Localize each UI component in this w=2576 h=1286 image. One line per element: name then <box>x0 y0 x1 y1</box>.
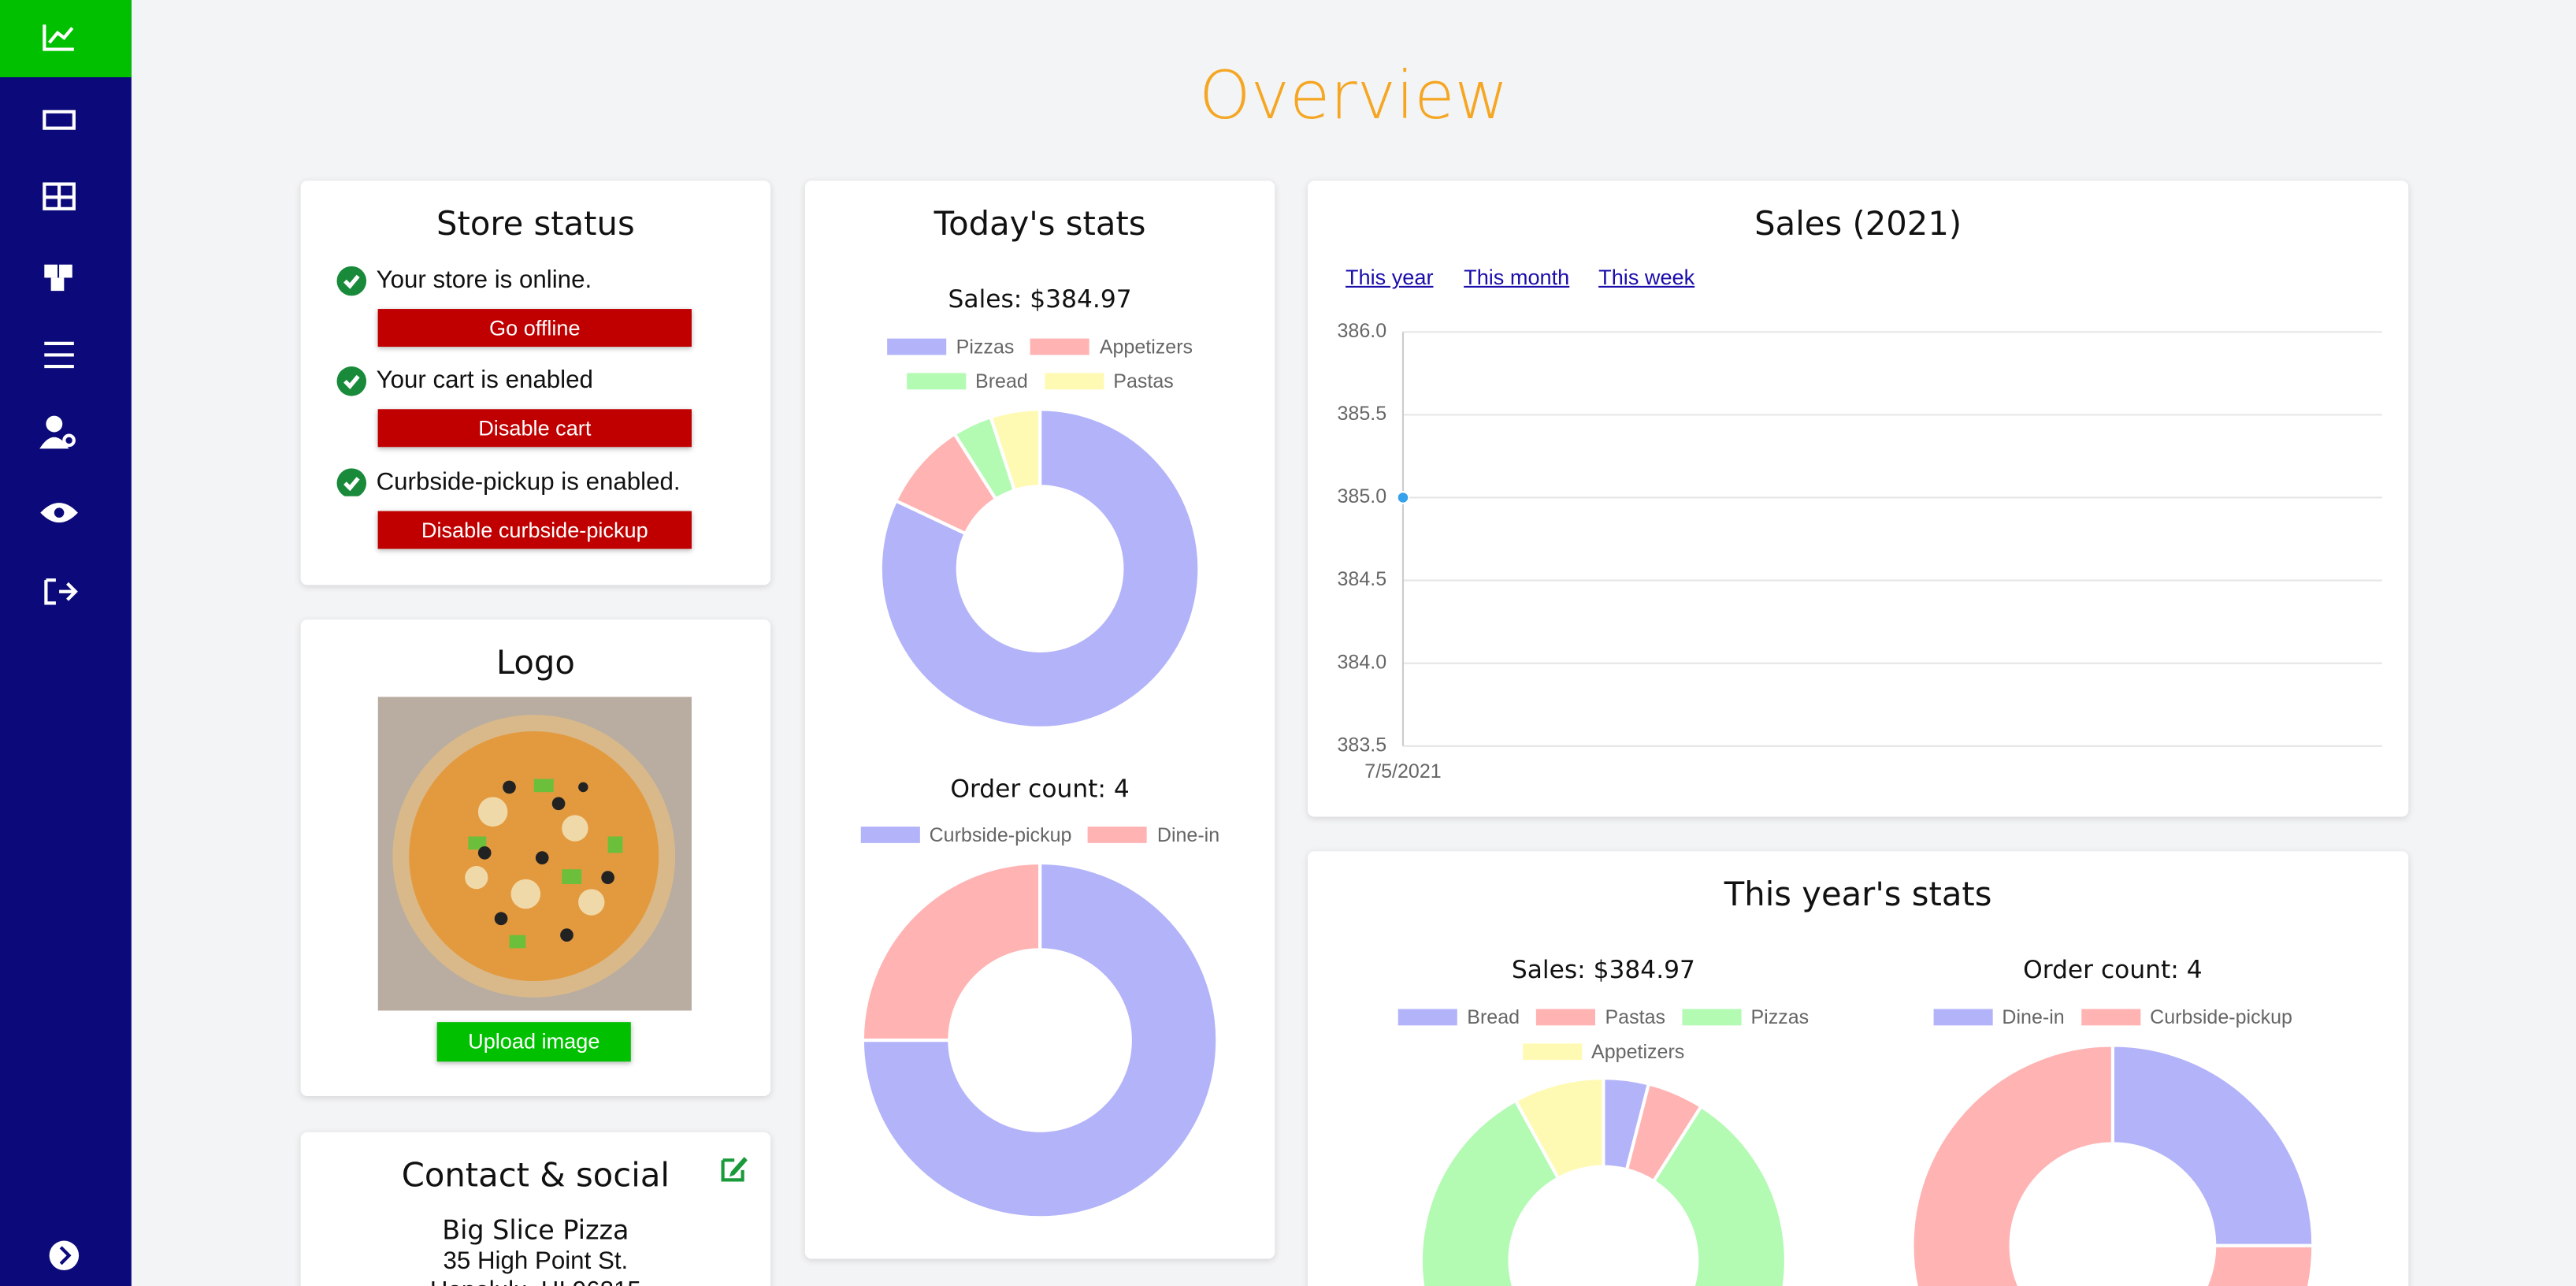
page-title: Overview <box>1199 59 1509 136</box>
chart-title: Order count: 4 <box>950 774 1130 804</box>
legend: Curbside-pickup Dine-in <box>834 816 1245 851</box>
y-tick-label: 384.0 <box>1338 651 1387 673</box>
legend-swatch <box>887 337 947 355</box>
legend-swatch <box>906 372 966 389</box>
sidebar-active <box>0 0 132 78</box>
x-tick-label: 7/5/2021 <box>1364 760 1441 782</box>
button[interactable]: Go offline <box>377 309 692 348</box>
card-title: Contact & social <box>401 1155 670 1195</box>
card-title: Store status <box>436 203 635 243</box>
legend-swatch <box>1397 1008 1457 1025</box>
legend-label: Appetizers <box>1099 334 1193 358</box>
legend-swatch <box>859 825 920 842</box>
icon-register[interactable] <box>43 110 76 130</box>
legend-item: Pizzas <box>887 329 1014 363</box>
legend-swatch <box>1522 1043 1582 1060</box>
logo-image <box>377 697 692 1011</box>
legend-swatch <box>2080 1008 2140 1025</box>
legend-item: Dine-in <box>1088 816 1219 851</box>
legend-swatch <box>1932 1008 1992 1025</box>
legend-label: Dine-in <box>2002 1005 2065 1028</box>
status-text: Your cart is enabled <box>376 366 593 395</box>
legend-label: Pizzas <box>1750 1005 1810 1028</box>
doughnut-slice <box>860 860 1219 1220</box>
legend-item: Dine-in <box>1932 999 2065 1034</box>
button[interactable]: Upload image <box>436 1022 631 1062</box>
legend-label: Pastas <box>1113 369 1174 392</box>
point <box>1396 491 1410 504</box>
address-line: Honolulu, HI 96815 <box>301 1277 770 1286</box>
legend-item: Appetizers <box>1030 329 1193 363</box>
legend-label: Dine-in <box>1156 822 1220 846</box>
doughnut-slice <box>860 860 1042 1043</box>
contact-card: Contact & social Big Slice Pizza 35 High… <box>300 1132 771 1286</box>
legend-label: Curbside-pickup <box>2150 1005 2292 1028</box>
doughnut-slice <box>1513 1076 1605 1181</box>
status-icons <box>336 266 367 496</box>
button[interactable]: Disable cart <box>377 409 692 448</box>
legend-item: Pastas <box>1044 363 1174 398</box>
chart-title: Order count: 4 <box>2023 954 2203 985</box>
legend-swatch <box>1030 337 1090 355</box>
legend-label: Curbside-pickup <box>929 822 1072 846</box>
logo-card: Logo Upload image <box>300 619 771 1097</box>
legend-item: Bread <box>1397 999 1520 1034</box>
legend-label: Pizzas <box>956 334 1015 358</box>
legend-label: Appetizers <box>1591 1039 1685 1063</box>
legend-swatch <box>1044 372 1104 389</box>
sidebar-icons <box>39 24 80 1271</box>
legend: Dine-in Curbside-pickup <box>1907 999 2318 1034</box>
range-link[interactable]: This week <box>1598 264 1695 290</box>
card-title: Logo <box>496 642 575 682</box>
legend-item: Bread <box>906 363 1028 398</box>
range-link[interactable]: This year <box>1345 264 1434 290</box>
y-tick-label: 384.5 <box>1338 568 1387 590</box>
icon-expand[interactable] <box>49 1240 80 1271</box>
legend: Bread Pastas Pizzas Appetizers <box>1382 999 1825 1069</box>
chart-title: Sales: $384.97 <box>1511 954 1695 985</box>
doughnut-slice <box>988 407 1042 493</box>
legend-swatch <box>1681 1008 1741 1025</box>
legend-item: Curbside-pickup <box>2080 999 2292 1034</box>
status-text: Your store is online. <box>376 266 592 295</box>
y-tick-label: 385.5 <box>1338 403 1387 425</box>
status-text: Curbside-pickup is enabled. <box>376 468 681 496</box>
doughnut-slice <box>878 407 1201 730</box>
legend-item: Curbside-pickup <box>859 816 1072 851</box>
sales-card: Sales (2021) This year This month This w… <box>1308 180 2409 817</box>
chart-title: Sales: $384.97 <box>948 284 1132 314</box>
y-tick-label: 385.0 <box>1338 485 1387 507</box>
card-title: This year's stats <box>1724 874 1992 914</box>
range-link[interactable]: This month <box>1464 264 1570 290</box>
sidebar <box>0 0 132 1286</box>
store-status-card: Store status Your store is online. Go of… <box>300 180 771 585</box>
edit-icon[interactable] <box>718 1152 751 1185</box>
y-tick-label: 383.5 <box>1338 734 1387 756</box>
legend-label: Bread <box>975 369 1028 392</box>
card-title: Sales (2021) <box>1754 203 1962 243</box>
icon-chart[interactable] <box>43 24 74 51</box>
address-line: 35 High Point St. <box>443 1247 629 1276</box>
card-title: Today's stats <box>934 203 1146 243</box>
y-tick-label: 386.0 <box>1338 320 1387 342</box>
legend-label: Bread <box>1467 1005 1520 1028</box>
doughnut-slice <box>2110 1043 2315 1247</box>
legend-label: Pastas <box>1605 1005 1666 1028</box>
store-name: Big Slice Pizza <box>442 1214 629 1246</box>
legend-item: Pizzas <box>1681 999 1810 1034</box>
legend: Pizzas Appetizers Bread Pastas <box>867 329 1212 398</box>
legend-item: Pastas <box>1535 999 1666 1034</box>
legend-item: Appetizers <box>1522 1034 1684 1069</box>
button[interactable]: Disable curbside-pickup <box>377 511 692 549</box>
legend-swatch <box>1088 825 1148 842</box>
doughnut-slice <box>1910 1043 2315 1286</box>
doughnut-slice <box>1419 1098 1787 1286</box>
icon-sliders[interactable] <box>44 341 74 369</box>
legend-swatch <box>1535 1008 1595 1025</box>
